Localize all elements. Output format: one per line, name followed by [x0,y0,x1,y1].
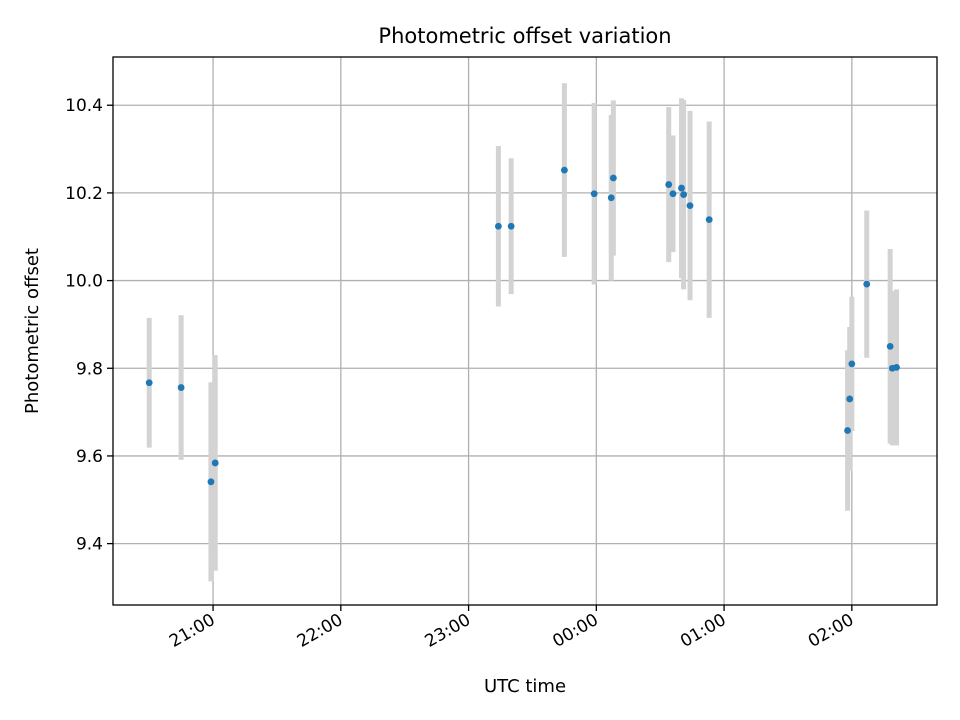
data-point [211,459,219,467]
plot-frame [112,56,938,606]
y-tick-label: 10.0 [65,272,103,292]
y-tick-label: 10.2 [65,184,103,204]
data-point [609,174,617,182]
data-point [607,194,615,202]
y-axis-ticks: 9.4 9.6 9.8 10.0 10.2 10.4 [65,96,113,555]
data-point [844,427,851,434]
data-point [145,379,153,387]
data-points [145,166,900,486]
data-point [848,360,856,368]
data-point [705,216,713,224]
x-axis-label: UTC time [484,676,566,697]
data-point [494,222,502,230]
y-tick-label: 9.8 [76,359,103,379]
y-axis-label: Photometric offset [22,248,43,414]
x-tick-label: 01:00 [677,610,729,652]
x-axis-ticks: 21:00 22:00 23:00 00:00 01:00 02:00 [166,605,857,652]
data-point [207,478,215,486]
data-point [686,202,694,210]
y-tick-label: 10.4 [65,96,103,116]
data-point [669,190,677,198]
x-tick-label: 23:00 [422,610,474,652]
x-tick-label: 00:00 [549,610,601,652]
data-point [680,191,688,199]
y-tick-label: 9.6 [76,447,103,467]
x-tick-label: 22:00 [294,610,346,652]
data-point [678,184,685,192]
data-point [665,181,673,188]
data-point [177,384,185,391]
grid [113,57,937,605]
y-tick-label: 9.4 [76,535,103,555]
data-point [590,190,598,198]
data-point [886,342,894,350]
data-point [893,363,900,371]
data-point [846,395,854,403]
data-point [560,166,568,174]
data-point [507,222,515,230]
x-tick-label: 21:00 [166,610,218,652]
chart-title: Photometric offset variation [378,24,671,48]
data-point [863,280,871,288]
x-tick-label: 02:00 [805,610,857,652]
error-bars [146,83,900,582]
